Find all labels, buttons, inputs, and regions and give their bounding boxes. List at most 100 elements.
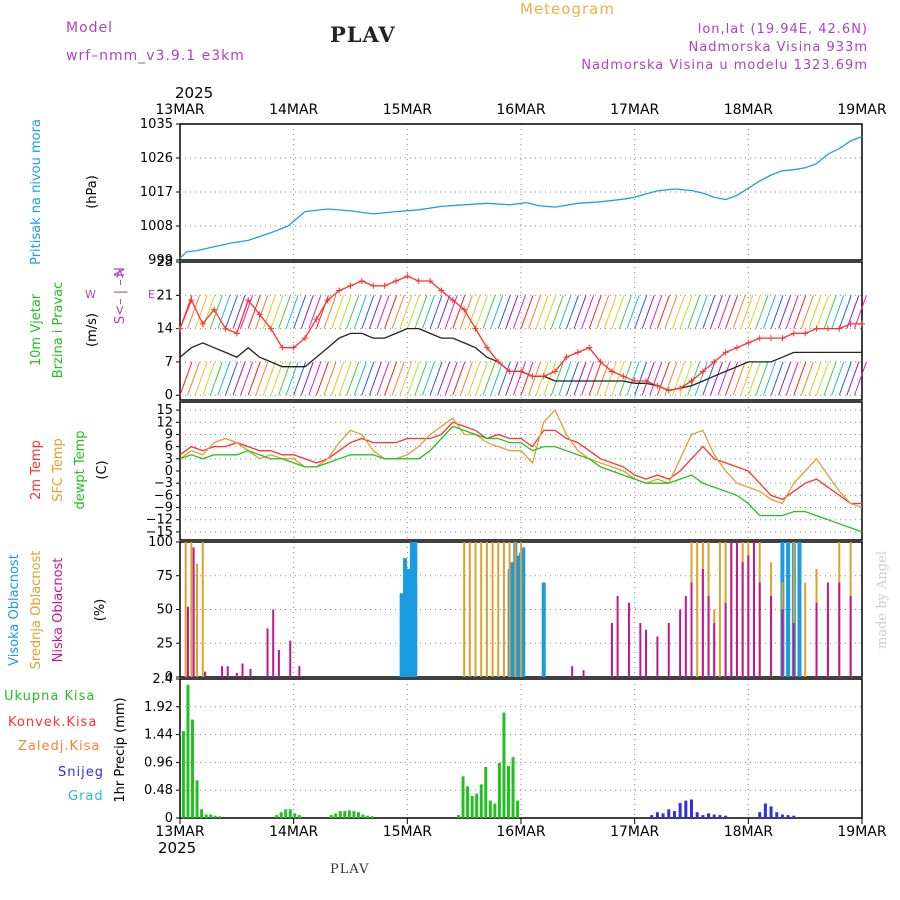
wind-gust-point bbox=[654, 382, 661, 389]
wind-arrow bbox=[353, 295, 367, 329]
wind-arrow bbox=[800, 295, 814, 329]
credit-watermark: made by Angel bbox=[875, 551, 890, 649]
precip-legend-item: Grad bbox=[68, 789, 104, 804]
mid-cloud-bar bbox=[485, 542, 488, 677]
y-tick-label: 0 bbox=[165, 811, 173, 826]
wind-arrow bbox=[619, 361, 632, 396]
bottom-date-label: 17MAR bbox=[610, 824, 659, 840]
wind-gust-point bbox=[540, 373, 547, 380]
low-cloud-bar bbox=[249, 668, 252, 677]
y-tick-label: 1035 bbox=[140, 117, 173, 132]
wind-gust-point bbox=[177, 325, 183, 332]
wind-gust-point bbox=[324, 297, 331, 304]
wind-gust-point bbox=[813, 325, 820, 332]
wind-arrow bbox=[368, 295, 382, 329]
elevation-label: Nadmorska Visina 933m bbox=[688, 40, 868, 55]
wind-arrow bbox=[270, 295, 284, 329]
y-tick-label: 15 bbox=[156, 403, 173, 418]
wind-arrow bbox=[520, 295, 534, 329]
wind-gust-point bbox=[859, 320, 865, 327]
wind-arrow bbox=[323, 361, 337, 396]
low-cloud-bar bbox=[724, 602, 727, 677]
direction-legend-n: N bbox=[113, 267, 128, 277]
wind-arrow bbox=[816, 361, 830, 396]
bottom-date-label: 14MAR bbox=[269, 824, 318, 840]
mid-cloud-bar bbox=[792, 542, 795, 677]
wind-gust-point bbox=[427, 278, 434, 285]
wind-arrow bbox=[475, 361, 489, 396]
wind-gust-point bbox=[733, 344, 740, 351]
low-cloud-bar bbox=[272, 609, 275, 677]
low-cloud-bar bbox=[826, 582, 829, 677]
low-cloud-bar bbox=[758, 582, 761, 677]
dewpt-axis-label: dewpt Temp bbox=[73, 430, 88, 509]
wind-arrow bbox=[278, 295, 291, 329]
wind-arrow bbox=[520, 361, 534, 396]
wind-gust-point bbox=[677, 385, 684, 392]
snow-bar bbox=[718, 815, 722, 818]
mid-cloud-bar bbox=[520, 542, 522, 677]
wind-gust-point bbox=[404, 273, 411, 280]
wind-arrow bbox=[194, 361, 208, 396]
wind-arrow bbox=[331, 361, 345, 396]
wind-gust-point bbox=[222, 325, 229, 332]
wind-gust-point bbox=[290, 344, 297, 351]
wind-arrow bbox=[535, 361, 549, 396]
low-cloud-bar bbox=[735, 542, 738, 677]
top-date-label: 19MAR bbox=[837, 102, 886, 118]
wind-arrow bbox=[679, 295, 693, 329]
mid-cloud-bar bbox=[190, 542, 193, 677]
direction-legend-w: W bbox=[85, 288, 96, 301]
wind-arrow bbox=[603, 295, 617, 329]
wind-gust-point bbox=[199, 320, 206, 327]
y-tick-label: 3 bbox=[165, 452, 173, 467]
low-cloud-bar bbox=[781, 609, 784, 677]
wind-arrow bbox=[649, 361, 663, 396]
wind-gust-point bbox=[631, 377, 638, 384]
wind-arrow bbox=[581, 295, 595, 329]
wind-arrow bbox=[785, 361, 799, 396]
wind-arrow bbox=[763, 295, 776, 329]
mid-cloud-bar bbox=[491, 542, 494, 677]
y-tick-label: 7 bbox=[165, 355, 173, 370]
top-date-label: 18MAR bbox=[724, 102, 773, 118]
wind-arrow bbox=[437, 361, 451, 396]
y-tick-label: 100 bbox=[148, 535, 173, 550]
high-cloud-bar bbox=[509, 562, 514, 677]
wind-arrow bbox=[262, 295, 276, 329]
wind-arrow bbox=[240, 361, 254, 396]
wind-arrow bbox=[490, 361, 504, 396]
snow-bar bbox=[763, 803, 767, 818]
precip-legend-item: Snijeg bbox=[58, 765, 104, 780]
wind-axis-label: 10m Vjetar bbox=[29, 293, 44, 366]
mid-cloud-bar bbox=[718, 542, 721, 677]
wind-arrow bbox=[838, 295, 852, 329]
high-cloud-bar bbox=[399, 593, 404, 677]
mid-cloud-bar bbox=[804, 582, 807, 677]
wind-arrow bbox=[846, 295, 860, 329]
high-cloud-bar bbox=[406, 569, 411, 677]
wind-arrow bbox=[778, 295, 792, 329]
wind-arrow bbox=[285, 295, 299, 329]
wind-gust-point bbox=[574, 349, 581, 356]
total-precip-bar bbox=[191, 719, 195, 818]
wind-arrow bbox=[679, 361, 693, 396]
wind-gust-point bbox=[313, 316, 320, 323]
low-cloud-bar bbox=[192, 547, 195, 677]
wind-arrow bbox=[308, 361, 322, 396]
y-tick-label: −12 bbox=[146, 513, 173, 528]
wind-arrow bbox=[732, 361, 746, 396]
wind-arrow bbox=[831, 295, 845, 329]
total-precip-bar bbox=[279, 812, 283, 818]
wind-unit-label: (m/s) bbox=[85, 313, 100, 347]
y-tick-label: −3 bbox=[154, 476, 173, 491]
y-tick-label: 1.44 bbox=[144, 728, 173, 743]
wind-arrow bbox=[293, 295, 307, 329]
total-precip-bar bbox=[356, 812, 360, 818]
wind-arrow bbox=[414, 295, 428, 329]
wind-arrow bbox=[573, 295, 587, 329]
wind-arrow bbox=[353, 361, 367, 396]
total-precip-bar bbox=[213, 815, 217, 818]
total-precip-bar bbox=[361, 814, 365, 818]
wind-arrow bbox=[391, 295, 405, 329]
